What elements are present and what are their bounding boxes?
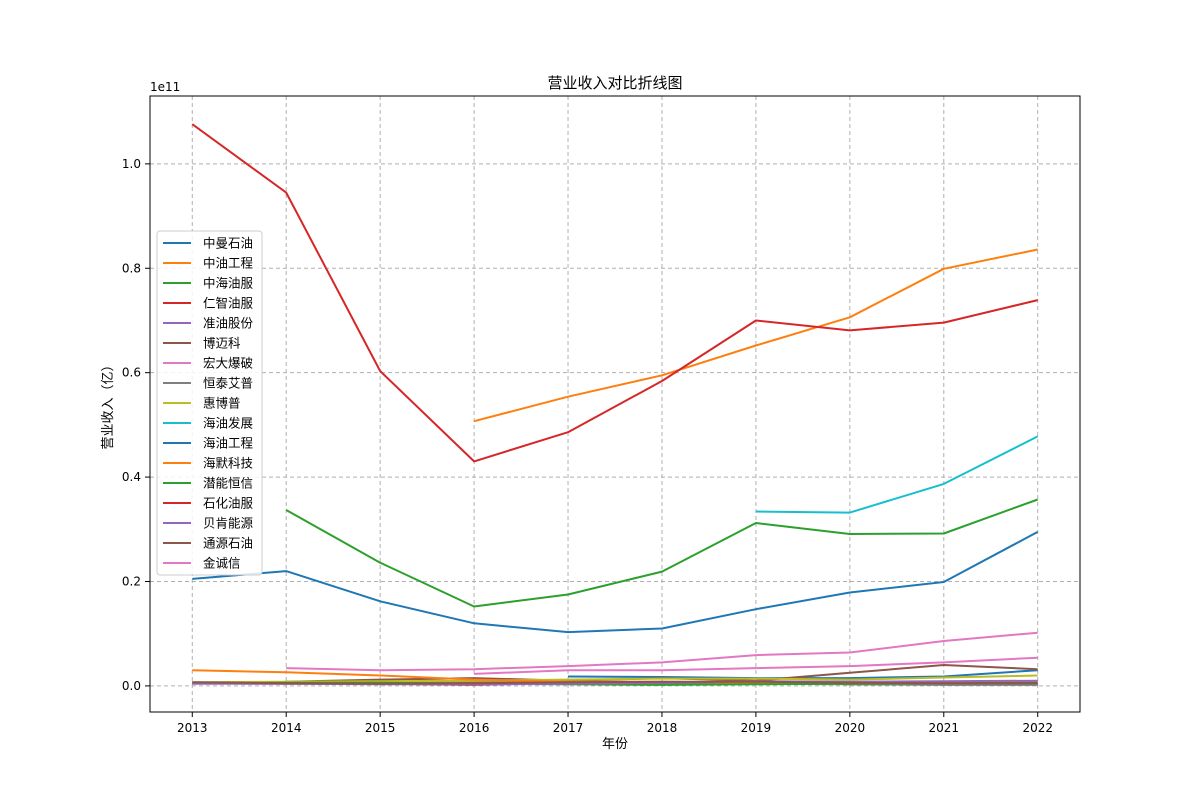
y-tick-label: 1.0: [122, 157, 141, 171]
legend: 中曼石油中油工程中海油服仁智油服准油股份博迈科宏大爆破恒泰艾普惠博普海油发展海油…: [156, 230, 263, 576]
series-line: [192, 531, 1039, 634]
legend-label: 恒泰艾普: [203, 376, 253, 391]
x-tick-label: 2017: [553, 721, 584, 735]
x-tick-label: 2013: [177, 721, 208, 735]
legend-box: [156, 230, 263, 576]
x-tick-label: 2015: [365, 721, 396, 735]
legend-label: 博迈科: [203, 336, 241, 351]
y-tick-label: 0.6: [122, 366, 141, 380]
legend-label: 潜能恒信: [203, 476, 253, 491]
series-line: [286, 631, 1038, 672]
legend-label: 准油股份: [203, 316, 254, 331]
x-axis-label: 年份: [602, 737, 628, 752]
y-axis-label: 营业收入（亿）: [101, 358, 116, 449]
x-tick-label: 2019: [741, 721, 772, 735]
legend-label: 金诚信: [203, 556, 241, 571]
legend-label: 海油工程: [203, 436, 254, 451]
series-line: [192, 674, 1038, 684]
y-tick-label: 0.4: [122, 470, 141, 484]
legend-label: 海油发展: [203, 416, 253, 431]
y-tick-label: 0.8: [122, 261, 141, 275]
legend-label: 石化油服: [203, 496, 254, 511]
legend-label: 中曼石油: [203, 236, 253, 251]
series-line: [474, 656, 1038, 675]
series-line: [191, 123, 1038, 463]
legend-label: 中海油服: [203, 276, 254, 291]
y-tick-label: 0.0: [122, 679, 141, 693]
y-tick-label: 0.2: [122, 574, 141, 588]
series-line: [285, 498, 1039, 608]
y-scale-offset-label: 1e11: [150, 80, 180, 94]
tick-layer: 2013 2014 2015 2016 2017 2018 2019 2020 2021 2022…: [122, 157, 1053, 735]
x-tick-label: 2016: [459, 721, 490, 735]
legend-label: 惠博普: [203, 396, 241, 411]
series-layer: [191, 123, 1039, 686]
x-tick-label: 2021: [929, 721, 960, 735]
x-tick-label: 2022: [1022, 721, 1053, 735]
grid-layer: [150, 96, 1080, 712]
legend-label: 仁智油服: [203, 296, 254, 311]
legend-label: 中油工程: [203, 256, 254, 271]
legend-label: 宏大爆破: [203, 356, 253, 371]
legend-label: 贝肯能源: [203, 516, 254, 531]
x-tick-label: 2018: [647, 721, 678, 735]
chart-title: 营业收入对比折线图: [547, 74, 682, 92]
plot-frame: [149, 95, 1081, 713]
legend-label: 通源石油: [203, 536, 253, 551]
series-line: [755, 435, 1039, 514]
x-tick-label: 2014: [271, 721, 302, 735]
series-line: [192, 680, 1038, 685]
series-line: [473, 248, 1038, 423]
x-tick-label: 2020: [835, 721, 866, 735]
legend-label: 海默科技: [203, 456, 254, 471]
